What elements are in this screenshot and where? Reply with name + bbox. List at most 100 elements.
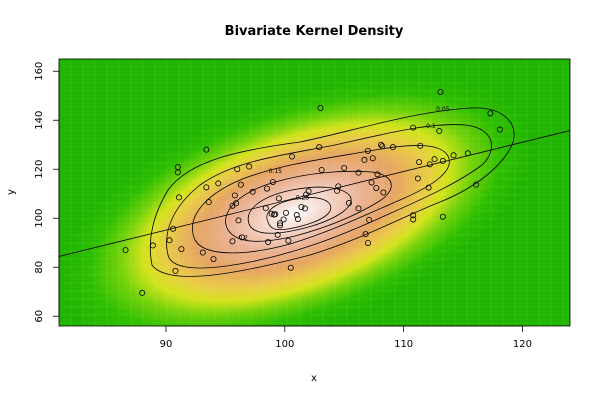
data-point [364,239,371,246]
data-point [263,185,270,192]
data-point [287,264,294,271]
contour-label: 0.15 [269,168,283,175]
density-cell-grid [59,59,570,326]
data-point [410,212,417,219]
data-point [205,199,212,206]
data-point [293,212,300,219]
y-tick-label: 80 [34,261,45,274]
data-point [277,222,284,229]
data-point [450,152,457,159]
contour-label: 0.25 [296,195,310,202]
data-point [235,217,242,224]
data-point [334,187,341,194]
data-point [268,210,275,217]
x-tick-label: 110 [394,339,413,350]
contour-ring-2 [166,124,492,269]
data-point [341,165,348,172]
data-point [288,153,295,160]
contour-ring-5 [247,186,352,234]
data-point [487,110,494,117]
data-point [414,175,421,182]
chart-title: Bivariate Kernel Density [225,24,404,39]
data-point [389,144,396,151]
data-point [277,220,284,227]
density-heatmap [59,59,570,326]
data-point [172,267,179,274]
data-point [416,159,423,166]
data-point [176,194,183,201]
data-point [362,231,369,238]
data-point [380,189,387,196]
y-tick-label: 60 [34,310,45,323]
x-tick-label: 100 [275,339,294,350]
data-point [229,238,236,245]
y-axis: 60 80 100 120 140 160 [34,62,60,323]
data-point [139,289,146,296]
data-point [374,171,381,178]
data-point [246,163,253,170]
regression-line [59,130,570,257]
data-point [280,216,287,223]
y-tick-label: 120 [34,160,45,179]
data-point [298,203,305,210]
plot-area: 0.05 0.1 0.15 0.25 0.2 [59,59,570,326]
data-point [210,256,217,263]
contour-ring-6 [266,197,332,231]
data-point [426,161,433,168]
data-point [496,126,503,133]
data-point [215,180,222,187]
data-points [122,88,503,296]
contour-ring-3 [192,145,450,254]
data-point [149,242,156,249]
x-tick-label: 120 [513,339,532,350]
data-point [368,179,375,186]
data-point [439,213,446,220]
data-point [431,156,438,163]
data-point [417,142,424,149]
x-axis-label: x [311,373,317,384]
data-point [275,195,282,202]
density-contours [149,107,515,277]
data-point [366,216,373,223]
data-point [335,183,342,190]
x-axis: 90 100 110 120 [160,325,532,350]
data-point [199,249,206,256]
data-point [249,188,256,195]
y-tick-label: 160 [34,62,45,81]
data-point [361,156,368,163]
data-point [272,211,279,218]
data-point [237,181,244,188]
data-point [239,234,246,241]
data-point [437,88,444,95]
x-tick-label: 90 [160,339,173,350]
y-axis-label: y [6,189,17,195]
data-point [439,157,446,164]
data-point [355,169,362,176]
data-point [233,200,240,207]
data-point [269,178,276,185]
data-point [364,147,371,154]
data-point [178,246,185,253]
data-point [285,237,292,244]
data-point [265,238,272,245]
data-point [379,143,386,150]
data-point [305,188,312,195]
data-point [203,146,210,153]
data-point [318,166,325,173]
data-point [174,164,181,171]
data-point [282,209,289,216]
data-point [355,205,362,212]
data-point [345,200,352,207]
data-point [373,185,380,192]
data-point [262,205,269,212]
data-point [203,184,210,191]
data-point [436,128,443,135]
contour-label: 0.05 [436,106,450,113]
data-point [234,166,241,173]
data-point [316,144,323,151]
data-point [231,192,238,199]
data-point [369,155,376,162]
contour-ring-1 [149,107,515,277]
contour-labels: 0.05 0.1 0.15 0.25 0.2 [238,106,449,241]
